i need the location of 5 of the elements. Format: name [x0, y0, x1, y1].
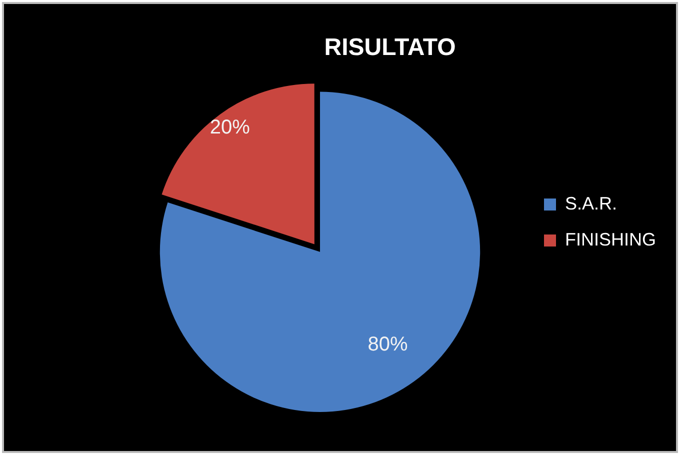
data-label: 80%	[368, 334, 408, 356]
legend-label: FINISHING	[565, 229, 656, 250]
chart-title: RISULTATO	[324, 34, 456, 62]
legend-label: S.A.R.	[565, 193, 618, 214]
data-label: 20%	[210, 116, 250, 138]
